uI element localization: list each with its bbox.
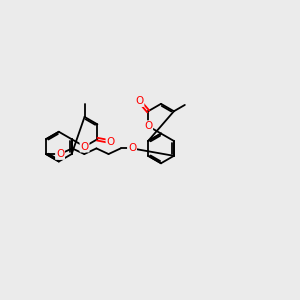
- Text: O: O: [128, 143, 136, 153]
- Text: O: O: [135, 96, 143, 106]
- Text: O: O: [56, 149, 64, 159]
- Text: O: O: [80, 142, 89, 152]
- Text: O: O: [144, 121, 152, 131]
- Text: O: O: [106, 137, 115, 147]
